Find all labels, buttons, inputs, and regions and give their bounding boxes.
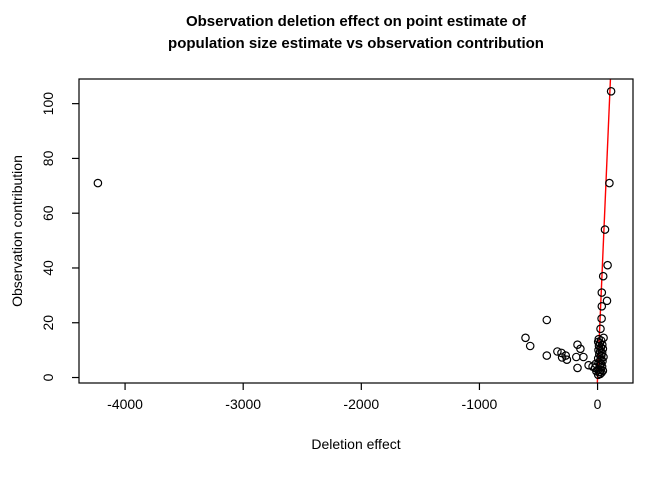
data-point — [93, 178, 103, 188]
y-tick-label: 40 — [40, 260, 56, 276]
data-point — [602, 296, 612, 306]
x-tick-label: -2000 — [343, 396, 379, 412]
data-point — [525, 341, 535, 351]
data-point — [593, 370, 603, 380]
chart-title-line2: population size estimate vs observation … — [168, 35, 544, 52]
data-point — [606, 87, 616, 96]
x-tick-label: 0 — [594, 396, 602, 412]
y-axis-label: Observation contribution — [9, 155, 25, 307]
data-point — [600, 225, 610, 234]
data-point — [596, 324, 605, 334]
data-point — [561, 351, 571, 360]
chart-title-line1: Observation deletion effect on point est… — [185, 13, 527, 30]
y-tick-label: 80 — [40, 150, 56, 166]
data-point — [603, 260, 612, 270]
data-point — [571, 352, 581, 362]
data-point — [542, 315, 552, 325]
data-point — [521, 333, 530, 343]
y-tick-label: 20 — [40, 315, 56, 331]
data-point — [597, 314, 606, 323]
data-point — [579, 352, 588, 362]
data-point — [553, 347, 562, 356]
data-point — [576, 344, 585, 354]
data-point — [598, 271, 608, 281]
chart-title: Observation deletion effect on point est… — [79, 11, 633, 55]
data-point — [562, 355, 572, 365]
x-tick-label: -1000 — [462, 396, 498, 412]
x-axis-label: Deletion effect — [311, 436, 401, 452]
data-point — [605, 178, 614, 188]
y-tick-label: 60 — [40, 205, 56, 221]
data-point — [542, 351, 552, 360]
x-tick-label: -3000 — [225, 396, 261, 412]
data-point — [573, 363, 582, 373]
data-point — [557, 348, 566, 358]
y-tick-label: 100 — [40, 92, 56, 116]
plot-box — [78, 78, 634, 384]
data-point — [597, 288, 607, 297]
x-tick-label: -4000 — [107, 396, 143, 412]
y-tick-label: 0 — [40, 373, 56, 381]
data-point — [597, 301, 607, 311]
